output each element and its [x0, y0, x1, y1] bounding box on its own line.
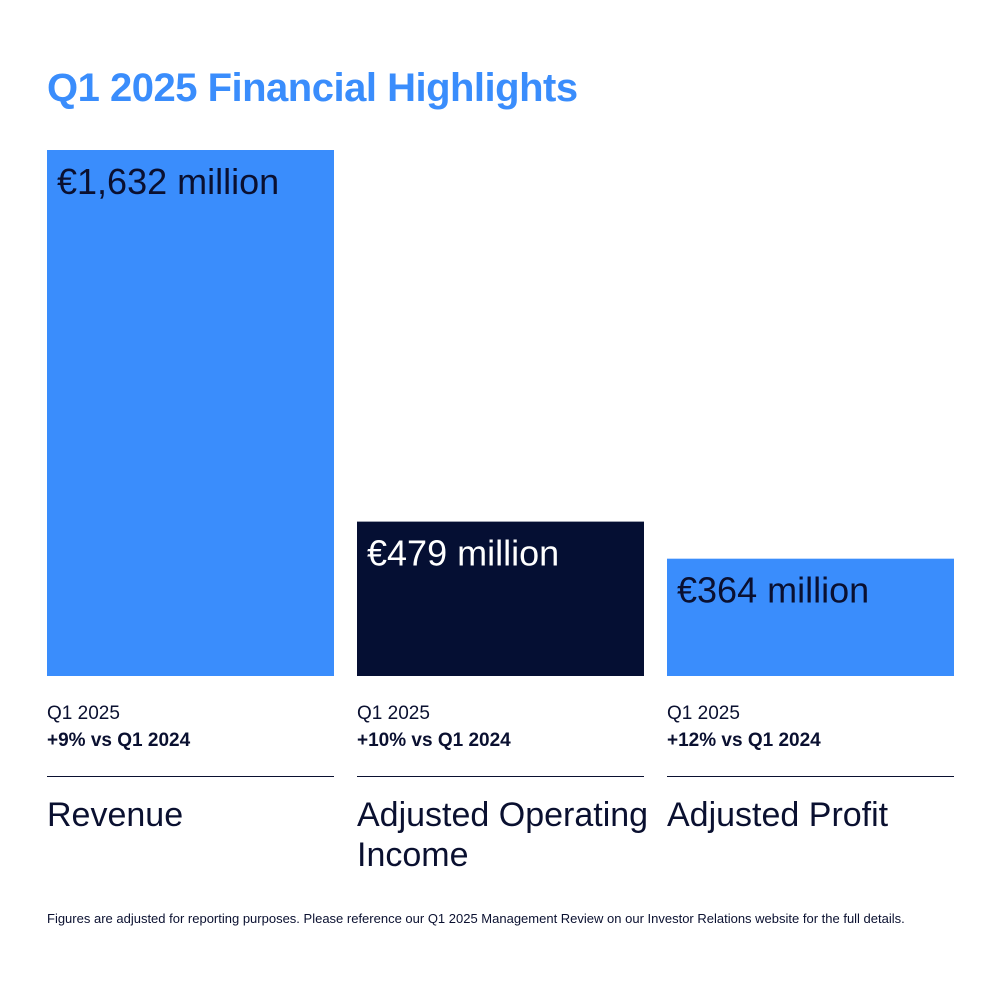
bar-value-label: €364 million: [677, 570, 869, 611]
footnote: Figures are adjusted for reporting purpo…: [47, 911, 905, 926]
change-label: +12% vs Q1 2024: [667, 730, 821, 751]
column-adjusted-profit: Q1 2025 +12% vs Q1 2024 Adjusted Profit: [667, 700, 954, 835]
change-label: +9% vs Q1 2024: [47, 730, 191, 751]
bar-adjusted-operating-income: [357, 521, 644, 676]
bar-value-label: €1,632 million: [57, 161, 279, 202]
metric-name: Adjusted Profit: [667, 796, 889, 834]
divider: [357, 776, 644, 777]
metric-name: Revenue: [47, 796, 184, 834]
column-revenue: Q1 2025 +9% vs Q1 2024 Revenue: [47, 700, 334, 835]
metric-name: Adjusted Operating Income: [357, 796, 649, 874]
period-label: Q1 2025: [357, 703, 430, 724]
bar-adjusted-profit: [667, 558, 954, 676]
bar-value-label: €479 million: [367, 533, 559, 574]
change-label: +10% vs Q1 2024: [357, 730, 511, 751]
divider: [667, 776, 954, 777]
bar-chart: €1,632 million €479 million €364 million: [47, 150, 954, 676]
bar-revenue: [47, 150, 334, 676]
period-label: Q1 2025: [47, 703, 120, 724]
column-adjusted-operating-income: Q1 2025 +10% vs Q1 2024 Adjusted Operati…: [357, 700, 648, 875]
period-label: Q1 2025: [667, 703, 740, 724]
page-title: Q1 2025 Financial Highlights: [47, 66, 578, 110]
divider: [47, 776, 334, 777]
